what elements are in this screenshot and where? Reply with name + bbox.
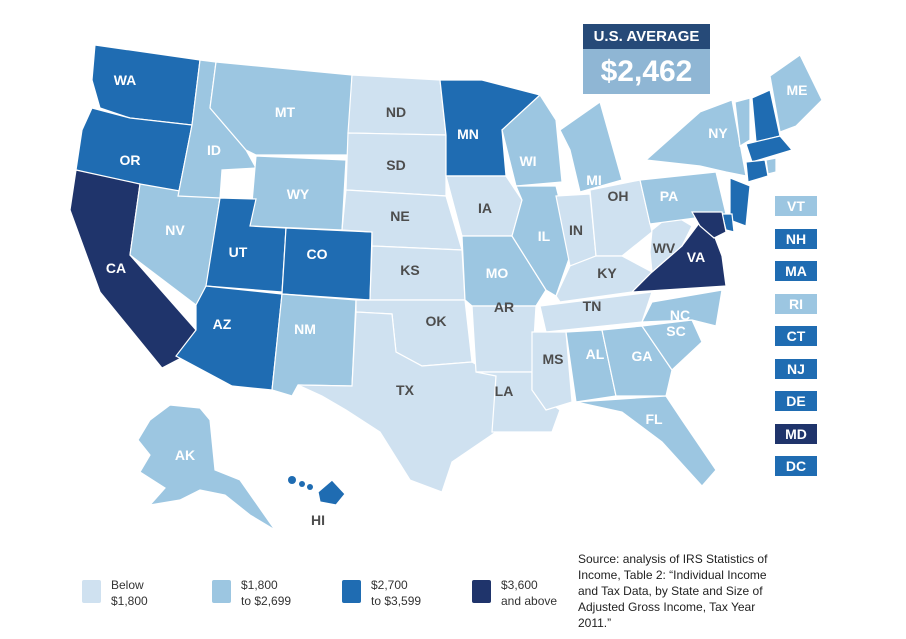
state-label-wy: WY	[287, 186, 310, 202]
state-label-id: ID	[207, 142, 221, 158]
state-label-mi: MI	[586, 172, 602, 188]
side-state-ri: RI	[775, 293, 817, 314]
state-hi-island	[307, 484, 313, 490]
state-label-ne: NE	[390, 208, 409, 224]
state-ma	[745, 135, 794, 163]
legend-swatch	[472, 580, 491, 603]
state-ri	[765, 157, 777, 175]
state-md	[690, 211, 727, 239]
state-hi	[317, 479, 346, 506]
state-fl	[575, 395, 717, 487]
state-label-me: ME	[787, 82, 808, 98]
state-label-pa: PA	[660, 188, 678, 204]
state-mi	[559, 101, 623, 193]
state-label-nc: NC	[670, 307, 690, 323]
state-label-ia: IA	[478, 200, 492, 216]
state-label-ks: KS	[400, 262, 419, 278]
legend-item: $1,800 to $2,699	[212, 577, 291, 609]
state-label-ca: CA	[106, 260, 126, 276]
state-label-wi: WI	[519, 153, 536, 169]
legend-item: $3,600 and above	[472, 577, 557, 609]
state-label-nv: NV	[165, 222, 185, 238]
state-wi	[501, 94, 563, 187]
us-average-value: $2,462	[583, 49, 710, 94]
state-co	[281, 227, 373, 301]
state-label-in: IN	[569, 222, 583, 238]
state-label-ky: KY	[597, 265, 617, 281]
state-label-tn: TN	[583, 298, 602, 314]
state-label-az: AZ	[213, 316, 232, 332]
state-ak	[137, 404, 276, 531]
state-oh	[589, 179, 653, 257]
state-label-ak: AK	[175, 447, 195, 463]
state-ky	[555, 255, 653, 303]
us-average-box: U.S. AVERAGE $2,462	[583, 24, 710, 94]
legend-label: Below $1,800	[111, 578, 148, 608]
side-state-nj: NJ	[775, 358, 817, 379]
legend-label: $3,600 and above	[501, 578, 558, 608]
state-label-mt: MT	[275, 104, 296, 120]
state-label-al: AL	[586, 346, 605, 362]
legend-label: $2,700 to $3,599	[371, 578, 422, 608]
state-hi-island	[299, 481, 305, 487]
state-label-wv: WV	[653, 240, 676, 256]
legend-swatch	[82, 580, 101, 603]
state-label-wa: WA	[114, 72, 137, 88]
legend-swatch	[342, 580, 361, 603]
state-label-ny: NY	[708, 125, 728, 141]
state-sc	[640, 319, 703, 371]
state-label-sc: SC	[666, 323, 685, 339]
state-tx	[297, 311, 497, 493]
state-label-mo: MO	[486, 265, 509, 281]
state-label-nm: NM	[294, 321, 316, 337]
state-hi-island	[288, 476, 296, 484]
source-note: Source: analysis of IRS Statistics of In…	[578, 552, 768, 630]
state-ga	[601, 325, 673, 397]
state-label-or: OR	[120, 152, 141, 168]
side-state-vt: VT	[775, 196, 817, 216]
state-ct	[745, 159, 769, 183]
state-nc	[641, 289, 723, 327]
side-state-ct: CT	[775, 326, 817, 346]
state-label-co: CO	[307, 246, 328, 262]
state-ny	[644, 99, 747, 177]
state-label-la: LA	[495, 383, 514, 399]
state-nj	[729, 177, 751, 227]
state-vt	[734, 97, 751, 147]
side-state-ma: MA	[775, 261, 817, 281]
state-label-va: VA	[687, 249, 705, 265]
state-label-il: IL	[538, 228, 551, 244]
state-label-oh: OH	[608, 188, 629, 204]
state-label-ms: MS	[543, 351, 564, 367]
state-me	[769, 54, 823, 133]
state-label-tx: TX	[396, 382, 415, 398]
state-label-hi: HI	[311, 512, 325, 528]
state-label-ut: UT	[229, 244, 248, 260]
us-average-label: U.S. AVERAGE	[583, 24, 710, 49]
state-label-ok: OK	[426, 313, 447, 329]
side-state-md: MD	[775, 423, 817, 444]
legend-item: Below $1,800	[82, 577, 148, 609]
state-ms	[531, 331, 573, 411]
state-mn	[439, 79, 542, 177]
side-state-de: DE	[775, 391, 817, 411]
state-label-nd: ND	[386, 104, 406, 120]
state-nm	[271, 293, 357, 397]
state-label-sd: SD	[386, 157, 405, 173]
state-label-fl: FL	[645, 411, 663, 427]
state-label-mn: MN	[457, 126, 479, 142]
side-state-dc: DC	[775, 456, 817, 476]
legend-label: $1,800 to $2,699	[241, 578, 292, 608]
state-label-ar: AR	[494, 299, 514, 315]
side-state-nh: NH	[775, 228, 817, 249]
legend-item: $2,700 to $3,599	[342, 577, 421, 609]
state-ar	[471, 305, 537, 373]
legend-swatch	[212, 580, 231, 603]
state-label-ga: GA	[632, 348, 653, 364]
